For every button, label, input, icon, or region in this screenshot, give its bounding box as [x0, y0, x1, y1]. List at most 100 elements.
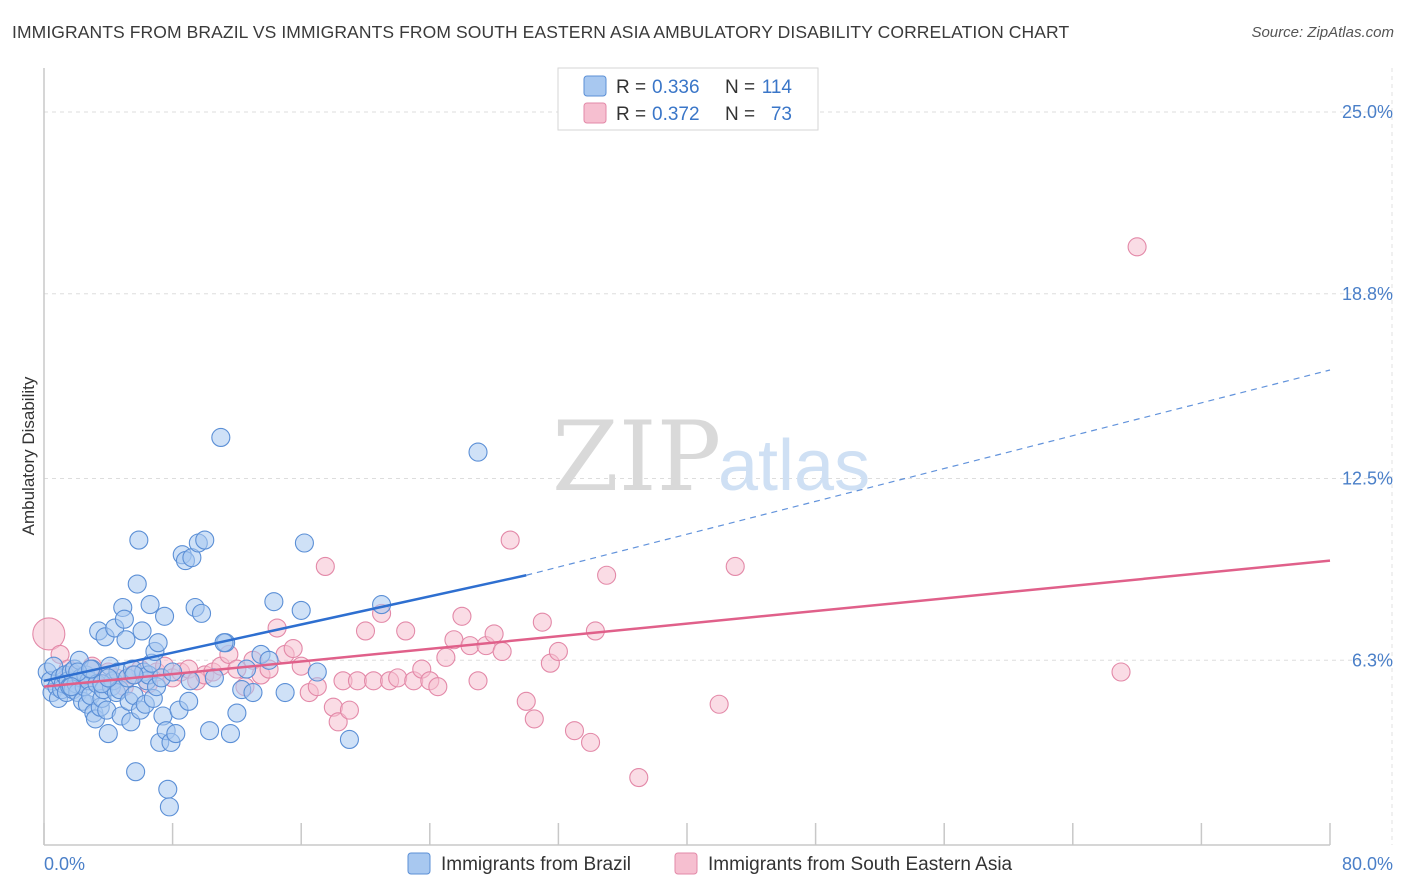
sea-point — [355, 621, 376, 641]
legend-n-label-sea: N = — [725, 104, 755, 125]
sea-point — [580, 732, 601, 752]
bottom-legend-label-brazil: Immigrants from Brazil — [441, 854, 631, 875]
legend-box: R = 0.336 N = 114 R = 0.372 N = 73 — [557, 67, 819, 131]
y-tick-label-1: 12.5% — [1342, 468, 1393, 488]
brazil-point — [294, 533, 314, 553]
sea-point — [328, 712, 348, 732]
watermark-zip: ZIP — [552, 401, 721, 513]
brazil-point — [126, 762, 146, 782]
chart-title: IMMIGRANTS FROM BRAZIL VS IMMIGRANTS FRO… — [12, 22, 1070, 42]
brazil-point — [220, 724, 241, 744]
watermark: ZIP atlas — [552, 401, 870, 513]
sea-point — [283, 639, 303, 659]
sea-point — [452, 606, 472, 626]
legend-n-value-sea: 73 — [771, 104, 792, 125]
sea-point — [524, 709, 544, 729]
sea-point — [347, 671, 368, 691]
sea-point — [500, 530, 520, 550]
legend-swatch-sea — [583, 102, 607, 124]
brazil-point — [140, 595, 160, 615]
legend-swatch-brazil — [583, 75, 607, 97]
brazil-point — [211, 427, 231, 447]
sea-point — [1127, 237, 1147, 257]
brazil-point — [158, 779, 178, 799]
brazil-point — [98, 724, 118, 744]
bottom-legend: Immigrants from Brazil Immigrants from S… — [407, 852, 1013, 875]
brazil-point — [132, 621, 152, 641]
brazil-point — [163, 662, 183, 682]
trend-line-sea — [43, 559, 1331, 688]
y-tick-label-3: 25.0% — [1342, 102, 1393, 122]
brazil-point — [243, 682, 263, 703]
brazil-point — [61, 677, 81, 697]
sea-point — [484, 624, 504, 644]
sea-point — [396, 621, 416, 641]
trend-line-brazil — [43, 574, 527, 683]
y-tick-labels: 6.3% 12.5% 18.8% 25.0% — [1342, 102, 1393, 670]
brazil-point — [124, 665, 144, 685]
brazil-point — [166, 724, 186, 744]
legend-r-label-brazil: R = — [616, 77, 646, 98]
x-tick-label-0: 0.0% — [44, 854, 85, 874]
sea-point — [32, 617, 66, 651]
y-tick-label-2: 18.8% — [1342, 284, 1393, 304]
brazil-point — [191, 603, 212, 623]
brazil-point — [116, 630, 136, 650]
watermark-atlas: atlas — [718, 426, 870, 506]
x-ticks — [43, 823, 1331, 845]
sea-point — [363, 671, 384, 691]
brazil-point — [236, 659, 257, 679]
brazil-point — [339, 729, 359, 749]
brazil-point — [468, 442, 488, 462]
legend-r-value-sea: 0.372 — [652, 104, 700, 125]
brazil-point — [179, 691, 199, 711]
series-brazil-points — [37, 427, 488, 817]
sea-point — [428, 677, 448, 697]
legend-n-value-brazil: 114 — [762, 77, 793, 98]
brazil-point — [155, 606, 175, 626]
sea-point — [388, 668, 408, 688]
legend-r-value-brazil: 0.336 — [652, 77, 700, 98]
brazil-point — [148, 633, 168, 653]
sea-point — [532, 612, 552, 632]
brazil-point — [127, 574, 147, 594]
sea-point — [436, 647, 456, 667]
bottom-legend-label-sea: Immigrants from South Eastern Asia — [708, 854, 1013, 875]
brazil-point — [275, 682, 295, 703]
y-axis-label: Ambulatory Disability — [19, 376, 38, 535]
bottom-legend-swatch-sea — [674, 852, 698, 875]
legend-r-label-sea: R = — [616, 104, 646, 125]
sea-point — [548, 641, 568, 662]
brazil-point — [307, 662, 327, 682]
sea-point — [492, 641, 512, 662]
sea-point — [1111, 662, 1131, 682]
bottom-legend-swatch-brazil — [407, 852, 431, 875]
brazil-point — [180, 671, 200, 691]
legend-n-label-brazil: N = — [725, 77, 755, 98]
brazil-point — [264, 592, 284, 612]
sea-point — [725, 556, 745, 577]
brazil-point — [129, 530, 149, 550]
brazil-point — [195, 530, 215, 550]
trend-lines — [43, 369, 1331, 688]
sea-point — [516, 691, 536, 711]
brazil-point — [98, 668, 118, 688]
brazil-point — [159, 797, 179, 817]
sea-point — [468, 671, 488, 691]
y-tick-label-0: 6.3% — [1352, 650, 1393, 670]
brazil-point — [114, 609, 134, 629]
sea-point — [597, 565, 617, 585]
brazil-point — [259, 650, 279, 670]
sea-point — [339, 700, 359, 720]
x-tick-labels: 0.0% 80.0% — [44, 854, 1393, 874]
sea-point — [315, 556, 335, 577]
source-text: Source: ZipAtlas.com — [1251, 24, 1394, 41]
brazil-point — [200, 721, 220, 741]
sea-point — [629, 768, 649, 788]
x-tick-label-1: 80.0% — [1342, 854, 1393, 874]
sea-point — [709, 694, 729, 714]
brazil-point — [227, 703, 247, 723]
brazil-point — [291, 600, 311, 620]
sea-point — [564, 721, 585, 741]
